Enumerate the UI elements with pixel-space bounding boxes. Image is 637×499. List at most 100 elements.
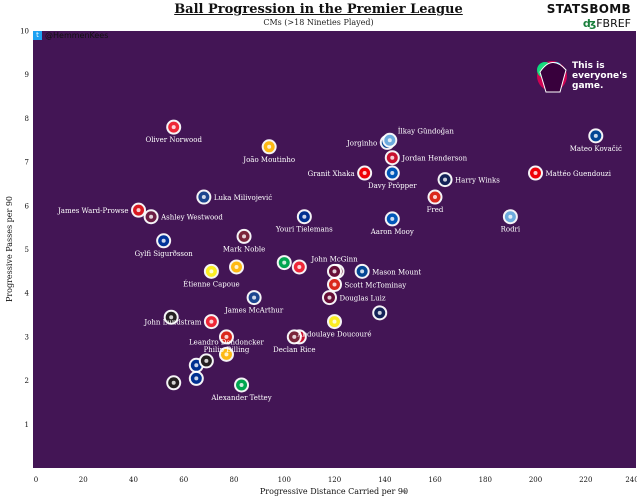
player-label: Aaron Mooy [370, 228, 414, 236]
x-tick-label: 180 [479, 476, 492, 484]
player-point[interactable] [196, 189, 212, 205]
player-point[interactable] [234, 377, 250, 393]
player-label: Youri Tielemans [275, 226, 333, 234]
club-badge-point[interactable] [198, 353, 214, 369]
club-badge-point[interactable] [276, 255, 292, 271]
player-point[interactable] [166, 119, 182, 135]
x-tick-label: 240 [625, 476, 637, 484]
player-label: Jordan Henderson [401, 155, 467, 163]
player-point[interactable] [218, 329, 234, 345]
player-point[interactable] [131, 202, 147, 218]
player-point[interactable] [203, 263, 219, 279]
player-label: Jorginho [346, 139, 377, 147]
x-tick-label: 40 [129, 476, 138, 484]
club-badge-point[interactable] [166, 375, 182, 391]
club-badge-point[interactable] [372, 305, 388, 321]
fbref-mark-icon: ʤ [582, 17, 597, 30]
player-point[interactable] [143, 209, 159, 225]
player-point[interactable] [327, 263, 342, 279]
player-point[interactable] [203, 314, 219, 330]
player-point[interactable] [286, 329, 302, 345]
player-point[interactable] [156, 233, 172, 249]
chart-subtitle: CMs (>18 Nineties Played) [263, 18, 374, 27]
player-label: Alexander Tettey [210, 394, 271, 402]
player-label: Mark Noble [223, 245, 265, 253]
player-label: Abdoulaye Doucouré [297, 331, 372, 339]
club-badge-point[interactable] [291, 259, 307, 275]
player-point[interactable] [382, 132, 398, 148]
player-point[interactable] [261, 139, 277, 155]
player-point[interactable] [357, 165, 373, 181]
player-point[interactable] [327, 276, 342, 292]
player-point[interactable] [437, 172, 453, 188]
player-label: Fred [427, 206, 444, 214]
player-point[interactable] [528, 165, 543, 181]
player-point[interactable] [384, 150, 400, 166]
player-label: Luka Milivojević [214, 194, 272, 202]
player-point[interactable] [384, 211, 400, 227]
statsbomb-logo: STATSBOMB [547, 2, 631, 16]
player-point[interactable] [246, 290, 262, 306]
player-point[interactable] [236, 228, 252, 244]
player-label: Granit Xhaka [308, 170, 355, 178]
club-badge-point[interactable] [163, 309, 179, 325]
y-tick-label: 8 [25, 115, 29, 123]
twitter-handle: @HemmenKees [45, 31, 109, 40]
y-axis-label: Progressive Passes per 90 [5, 196, 14, 302]
x-tick-label: 20 [79, 476, 88, 484]
club-badge-point[interactable] [229, 259, 245, 275]
player-label: Leandro Dendoncker [189, 338, 265, 346]
player-point[interactable] [354, 263, 370, 279]
twitter-attribution: t @HemmenKees [33, 31, 108, 40]
x-tick-label: 200 [529, 476, 542, 484]
player-point[interactable] [502, 209, 518, 225]
y-tick-label: 9 [25, 71, 29, 79]
y-tick-label: 5 [25, 246, 29, 254]
player-point[interactable] [218, 346, 234, 362]
x-tick-label: 140 [378, 476, 391, 484]
player-label: João Moutinho [242, 156, 295, 164]
player-label: İlkay Gündoğan [398, 126, 455, 135]
player-label: Étienne Capoue [183, 279, 240, 288]
player-point[interactable] [427, 189, 443, 205]
pl-logo-line-3: game. [572, 81, 603, 91]
fbref-logo-text: FBREF [596, 17, 631, 30]
player-label: Rodri [501, 226, 521, 234]
player-label: James McArthur [224, 307, 284, 315]
player-label: John McGinn [310, 255, 358, 263]
player-label: Ashley Westwood [160, 214, 223, 222]
x-axis-icon: ✈ [402, 488, 408, 496]
player-label: Mattéo Guendouzi [546, 170, 612, 178]
y-tick-label: 10 [20, 28, 29, 36]
player-point[interactable] [327, 314, 342, 330]
player-label: Mateo Kovačić [570, 145, 622, 153]
x-tick-label: 160 [428, 476, 441, 484]
player-label: Mason Mount [372, 268, 421, 276]
club-badge-point[interactable] [188, 370, 204, 386]
x-tick-label: 80 [230, 476, 239, 484]
premier-league-logo: This is everyone's game. [537, 61, 627, 93]
y-tick-label: 7 [25, 159, 29, 167]
y-tick-label: 2 [25, 377, 29, 385]
y-tick-label: 1 [25, 421, 29, 429]
pl-logo-line-2: everyone's [572, 71, 627, 81]
player-label: Harry Winks [455, 177, 500, 185]
player-label: John Lundstram [143, 319, 201, 327]
statsbomb-logo-text: STATSBOMB [546, 2, 631, 16]
x-axis-label: Progressive Distance Carried per 90 [260, 487, 408, 496]
fbref-logo: ʤFBREF [583, 17, 631, 30]
player-label: Declan Rice [273, 346, 315, 354]
player-label: James Ward-Prowse [57, 207, 129, 215]
player-point[interactable] [296, 209, 312, 225]
player-point[interactable] [321, 290, 337, 306]
pl-logo-line-1: This is [572, 61, 605, 71]
y-tick-label: 3 [25, 333, 29, 341]
plot-area [33, 31, 636, 468]
player-label: Scott McTominay [345, 281, 407, 289]
player-label: Philip Billing [204, 346, 250, 354]
x-tick-label: 220 [579, 476, 592, 484]
y-tick-label: 4 [25, 290, 30, 298]
player-point[interactable] [588, 128, 604, 144]
player-point[interactable] [384, 165, 400, 181]
chart-title: Ball Progression in the Premier League [174, 2, 463, 17]
